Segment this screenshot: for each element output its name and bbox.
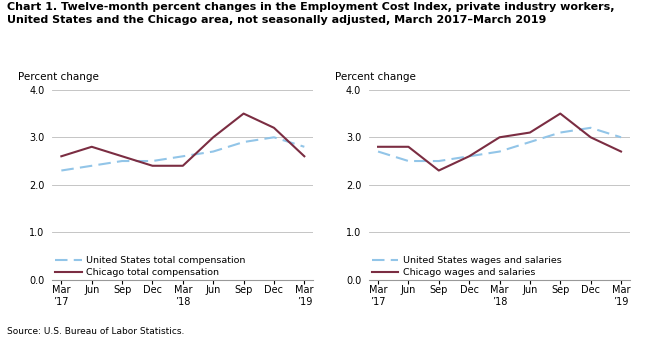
- Legend: United States total compensation, Chicago total compensation: United States total compensation, Chicag…: [55, 257, 246, 277]
- Text: United States and the Chicago area, not seasonally adjusted, March 2017–March 20: United States and the Chicago area, not …: [7, 15, 546, 25]
- Text: Percent change: Percent change: [18, 72, 99, 82]
- Legend: United States wages and salaries, Chicago wages and salaries: United States wages and salaries, Chicag…: [372, 257, 562, 277]
- Text: Source: U.S. Bureau of Labor Statistics.: Source: U.S. Bureau of Labor Statistics.: [7, 326, 184, 336]
- Text: Chart 1. Twelve-month percent changes in the Employment Cost Index, private indu: Chart 1. Twelve-month percent changes in…: [7, 2, 614, 12]
- Text: Percent change: Percent change: [335, 72, 416, 82]
